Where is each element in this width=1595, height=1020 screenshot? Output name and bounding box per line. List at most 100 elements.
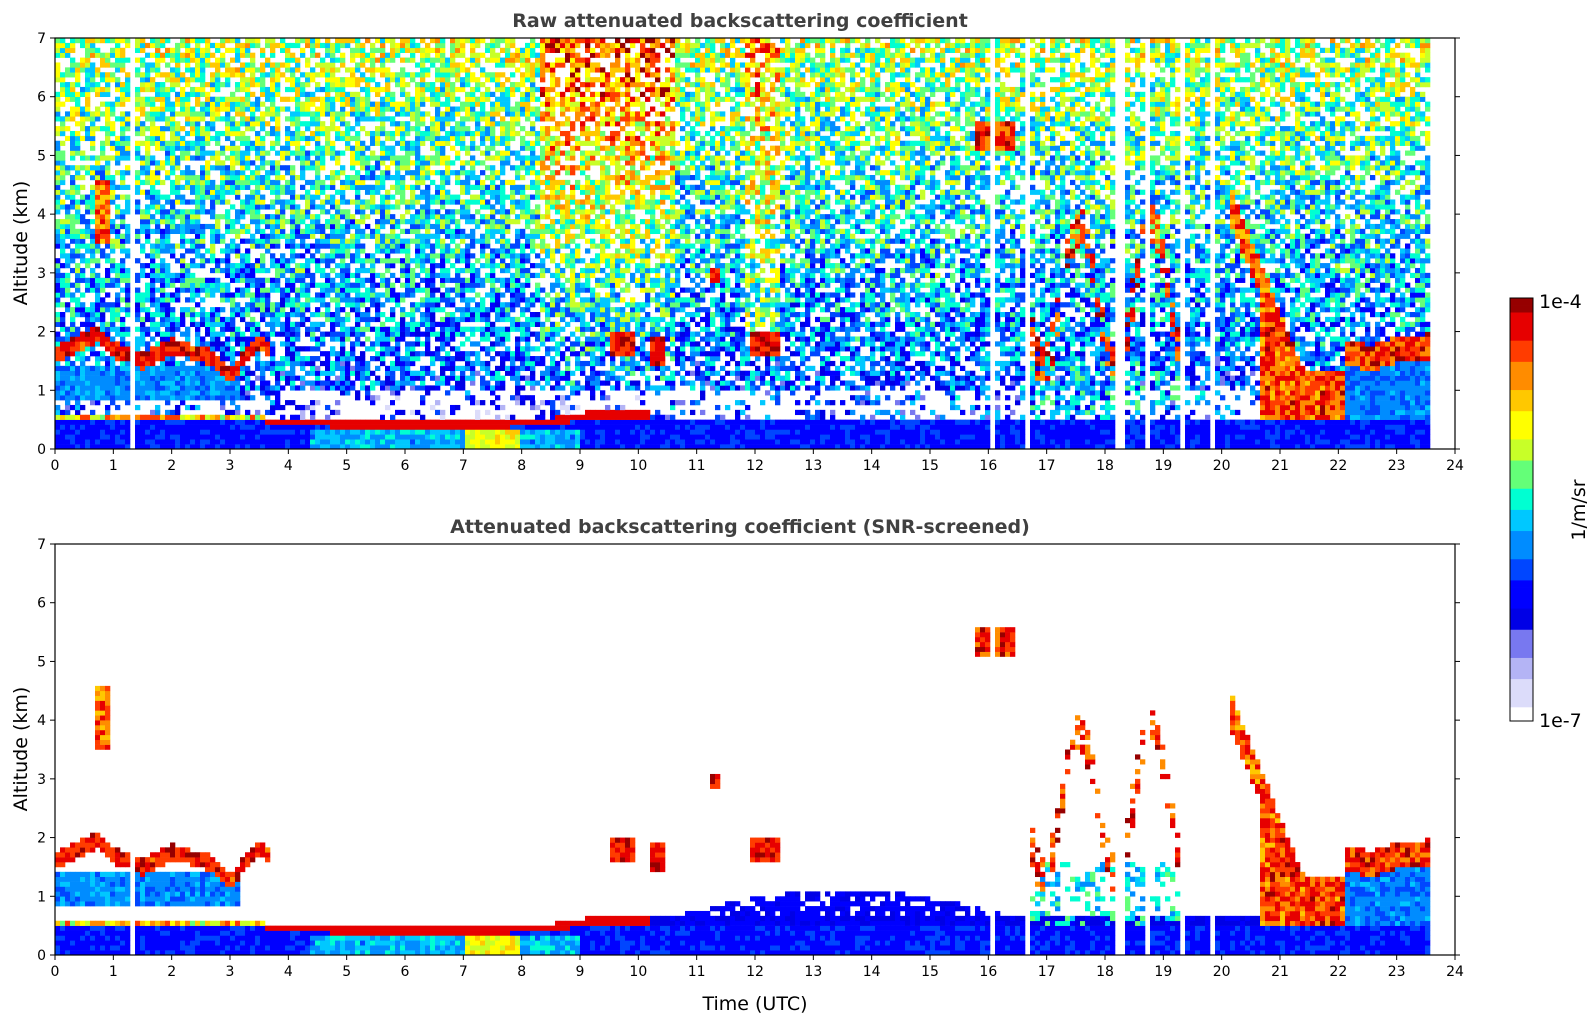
x-tick-label: 1	[109, 458, 118, 474]
x-tick-label: 17	[1038, 964, 1056, 980]
x-tick-label: 10	[629, 964, 647, 980]
colorbar-swatch	[1510, 558, 1533, 567]
x-tick-label: 4	[284, 964, 293, 980]
y-tick-label: 5	[37, 148, 46, 164]
x-tick-label: 0	[51, 964, 60, 980]
raw-x-axis-ticks: 0 1 2 3 4 5 6 7 8 9 10 11 12 13 14 15 16 17 18 19 20 21 22 23 24	[51, 449, 1464, 474]
colorbar-frame	[1509, 297, 1534, 722]
colorbar-swatch	[1510, 664, 1533, 673]
colorbar-swatch	[1510, 706, 1533, 715]
colorbar-swatch	[1510, 319, 1533, 327]
x-tick-label: 18	[1096, 964, 1114, 980]
colorbar-swatch	[1510, 305, 1533, 313]
colorbar-swatch	[1510, 565, 1533, 574]
colorbar-swatch	[1510, 594, 1533, 602]
x-tick-label: 22	[1329, 964, 1347, 980]
x-tick-label: 24	[1446, 964, 1464, 980]
colorbar-max-label: 1e-4	[1539, 291, 1582, 313]
x-tick-label: 2	[167, 458, 176, 474]
x-tick-label: 6	[401, 458, 410, 474]
raw-y-axis-label: Altitude (km)	[10, 181, 32, 306]
colorbar-swatch	[1510, 572, 1533, 581]
colorbar-swatch	[1510, 622, 1533, 630]
colorbar-swatch	[1510, 382, 1533, 391]
x-tick-label: 4	[284, 458, 293, 474]
y-tick-label: 0	[37, 442, 46, 458]
colorbar-swatch	[1510, 516, 1533, 524]
x-tick-label: 21	[1271, 458, 1289, 474]
x-tick-label: 21	[1271, 964, 1289, 980]
x-tick-label: 8	[517, 458, 526, 474]
colorbar-swatch	[1510, 685, 1533, 694]
x-tick-label: 16	[979, 964, 997, 980]
colorbar-swatch	[1510, 326, 1533, 334]
x-tick-label: 17	[1038, 458, 1056, 474]
colorbar-swatch	[1510, 368, 1533, 376]
colorbar-swatch	[1510, 375, 1533, 383]
colorbar-swatch	[1510, 636, 1533, 644]
colorbar-swatch	[1510, 389, 1533, 398]
x-tick-label: 20	[1213, 458, 1231, 474]
colorbar-swatch	[1510, 601, 1533, 609]
colorbar-swatch	[1510, 551, 1533, 560]
colorbar-swatch	[1510, 692, 1533, 701]
colorbar-swatch	[1510, 446, 1533, 454]
colorbar-swatch	[1510, 643, 1533, 651]
colorbar-swatch	[1510, 312, 1533, 320]
colorbar-swatch	[1510, 467, 1533, 475]
colorbar-swatch	[1510, 713, 1533, 722]
colorbar-swatch	[1510, 495, 1533, 503]
colorbar-swatch	[1510, 537, 1533, 546]
x-tick-label: 24	[1446, 458, 1464, 474]
x-tick-label: 22	[1329, 458, 1347, 474]
screened-y-axis-ticks: 0 1 2 3 4 5 6 7	[37, 537, 1460, 964]
x-tick-label: 10	[629, 458, 647, 474]
screened-heatmap-image	[55, 627, 1431, 956]
x-tick-label: 15	[921, 458, 939, 474]
x-tick-label: 1	[109, 964, 118, 980]
colorbar-swatch	[1510, 657, 1533, 665]
colorbar-swatch	[1510, 509, 1533, 517]
y-tick-label: 4	[37, 207, 46, 223]
colorbar-swatch	[1510, 608, 1533, 616]
y-tick-label: 1	[37, 889, 46, 905]
colorbar-swatch	[1510, 333, 1533, 341]
snr-screened-panel: Attenuated backscattering coefficient (S…	[10, 516, 1464, 1015]
colorbar-swatch	[1510, 650, 1533, 658]
colorbar-swatch	[1510, 615, 1533, 623]
colorbar-swatch	[1510, 629, 1533, 637]
colorbar-unit-label: 1/m/sr	[1568, 479, 1590, 540]
x-tick-label: 5	[342, 458, 351, 474]
y-tick-label: 7	[37, 537, 46, 553]
x-tick-label: 19	[1154, 458, 1172, 474]
x-tick-label: 13	[804, 964, 822, 980]
colorbar-swatch	[1510, 439, 1533, 447]
y-tick-label: 7	[37, 31, 46, 47]
screened-x-axis-ticks: 0 1 2 3 4 5 6 7 8 9 10 11 12 13 14 15 16 17 18 19 20 21 22 23 24	[51, 955, 1464, 980]
x-tick-label: 23	[1388, 964, 1406, 980]
colorbar-swatch	[1510, 481, 1533, 489]
colorbar-swatches	[1510, 298, 1533, 722]
colorbar-swatch	[1510, 403, 1533, 412]
x-tick-label: 3	[226, 458, 235, 474]
colorbar: 1e-4 1e-7 1/m/sr	[1509, 291, 1590, 732]
x-tick-label: 7	[459, 964, 468, 980]
colorbar-swatch	[1510, 340, 1533, 348]
colorbar-min-label: 1e-7	[1539, 710, 1582, 732]
x-tick-label: 16	[979, 458, 997, 474]
y-tick-label: 0	[37, 948, 46, 964]
colorbar-swatch	[1510, 354, 1533, 362]
colorbar-swatch	[1510, 460, 1533, 468]
x-tick-label: 19	[1154, 964, 1172, 980]
colorbar-swatch	[1510, 671, 1533, 680]
x-tick-label: 14	[863, 458, 881, 474]
colorbar-swatch	[1510, 410, 1533, 419]
colorbar-swatch	[1510, 587, 1533, 595]
y-tick-label: 1	[37, 383, 46, 399]
x-tick-label: 20	[1213, 964, 1231, 980]
x-axis-label: Time (UTC)	[701, 993, 807, 1015]
raw-panel-title: Raw attenuated backscattering coefficien…	[512, 10, 968, 32]
x-tick-label: 11	[688, 964, 706, 980]
y-tick-label: 3	[37, 266, 46, 282]
